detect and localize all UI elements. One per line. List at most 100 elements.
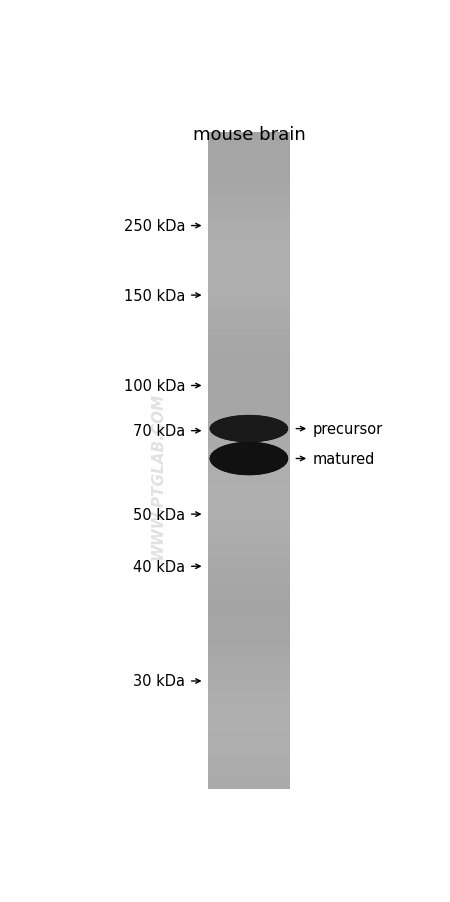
Bar bbox=[208, 176, 290, 188]
Bar bbox=[208, 439, 290, 450]
Bar bbox=[208, 570, 290, 581]
Ellipse shape bbox=[210, 416, 288, 443]
Bar bbox=[208, 373, 290, 384]
Ellipse shape bbox=[210, 417, 288, 441]
Bar bbox=[208, 198, 290, 209]
Bar bbox=[208, 636, 290, 647]
Ellipse shape bbox=[211, 446, 287, 471]
Bar bbox=[208, 188, 290, 198]
Bar bbox=[208, 658, 290, 668]
Bar bbox=[208, 713, 290, 723]
Text: 100 kDa: 100 kDa bbox=[124, 379, 185, 393]
Bar bbox=[208, 297, 290, 308]
Ellipse shape bbox=[210, 443, 288, 474]
Ellipse shape bbox=[211, 446, 288, 472]
Bar bbox=[208, 538, 290, 548]
Ellipse shape bbox=[210, 418, 288, 441]
Ellipse shape bbox=[210, 417, 288, 442]
Ellipse shape bbox=[211, 421, 287, 437]
Text: 30 kDa: 30 kDa bbox=[133, 674, 185, 689]
Ellipse shape bbox=[211, 449, 287, 469]
Bar bbox=[208, 318, 290, 329]
Text: matured: matured bbox=[313, 452, 375, 466]
Ellipse shape bbox=[210, 442, 288, 475]
Ellipse shape bbox=[210, 445, 288, 474]
Bar bbox=[208, 625, 290, 636]
Ellipse shape bbox=[210, 443, 288, 475]
Bar bbox=[208, 308, 290, 318]
Ellipse shape bbox=[211, 420, 287, 438]
Bar bbox=[208, 340, 290, 351]
Bar bbox=[208, 395, 290, 406]
Ellipse shape bbox=[211, 450, 287, 468]
Ellipse shape bbox=[210, 446, 288, 473]
Ellipse shape bbox=[211, 448, 287, 470]
Ellipse shape bbox=[211, 420, 287, 438]
Bar bbox=[208, 363, 290, 373]
Bar bbox=[208, 548, 290, 559]
Bar bbox=[208, 384, 290, 395]
Text: 250 kDa: 250 kDa bbox=[124, 219, 185, 234]
Ellipse shape bbox=[211, 449, 287, 469]
Ellipse shape bbox=[211, 446, 288, 472]
Ellipse shape bbox=[211, 419, 288, 440]
Ellipse shape bbox=[211, 419, 288, 439]
Ellipse shape bbox=[210, 444, 288, 474]
Bar bbox=[208, 143, 290, 154]
Bar bbox=[208, 242, 290, 253]
Bar bbox=[208, 527, 290, 538]
Ellipse shape bbox=[210, 415, 288, 443]
Ellipse shape bbox=[211, 419, 287, 438]
Bar bbox=[208, 231, 290, 242]
Bar bbox=[208, 209, 290, 220]
Bar bbox=[208, 690, 290, 702]
Ellipse shape bbox=[210, 444, 288, 474]
Text: 50 kDa: 50 kDa bbox=[133, 507, 185, 522]
Ellipse shape bbox=[211, 420, 287, 437]
Ellipse shape bbox=[211, 419, 288, 439]
Bar bbox=[208, 734, 290, 745]
Ellipse shape bbox=[210, 445, 288, 473]
Bar bbox=[208, 756, 290, 767]
Bar bbox=[208, 483, 290, 493]
Bar bbox=[208, 220, 290, 231]
Ellipse shape bbox=[210, 419, 288, 440]
Text: WWW.PTGLAB.COM: WWW.PTGLAB.COM bbox=[150, 392, 165, 560]
Text: precursor: precursor bbox=[313, 421, 383, 437]
Bar bbox=[208, 767, 290, 778]
Ellipse shape bbox=[211, 449, 287, 468]
Bar bbox=[208, 329, 290, 340]
Bar bbox=[208, 559, 290, 570]
Text: mouse brain: mouse brain bbox=[193, 125, 305, 143]
Bar bbox=[208, 614, 290, 625]
Bar bbox=[208, 778, 290, 789]
Ellipse shape bbox=[211, 447, 287, 471]
Text: 70 kDa: 70 kDa bbox=[133, 424, 185, 438]
Text: 150 kDa: 150 kDa bbox=[124, 289, 185, 303]
Bar bbox=[208, 603, 290, 614]
Bar bbox=[208, 493, 290, 504]
Ellipse shape bbox=[210, 417, 288, 441]
Bar bbox=[208, 647, 290, 658]
Ellipse shape bbox=[210, 443, 288, 475]
Bar bbox=[208, 745, 290, 756]
Text: 40 kDa: 40 kDa bbox=[133, 559, 185, 575]
Bar bbox=[208, 253, 290, 263]
Bar bbox=[208, 472, 290, 483]
Ellipse shape bbox=[210, 444, 288, 474]
Bar bbox=[208, 133, 290, 143]
Bar bbox=[208, 428, 290, 439]
Ellipse shape bbox=[211, 447, 287, 471]
Bar bbox=[208, 581, 290, 592]
Bar bbox=[208, 352, 290, 363]
Ellipse shape bbox=[210, 418, 288, 440]
Ellipse shape bbox=[210, 416, 288, 442]
Ellipse shape bbox=[210, 446, 288, 473]
Bar bbox=[208, 286, 290, 297]
Bar bbox=[208, 154, 290, 165]
Ellipse shape bbox=[210, 443, 288, 475]
Ellipse shape bbox=[211, 448, 287, 469]
Ellipse shape bbox=[211, 420, 287, 437]
Ellipse shape bbox=[211, 446, 288, 472]
Bar bbox=[208, 504, 290, 515]
